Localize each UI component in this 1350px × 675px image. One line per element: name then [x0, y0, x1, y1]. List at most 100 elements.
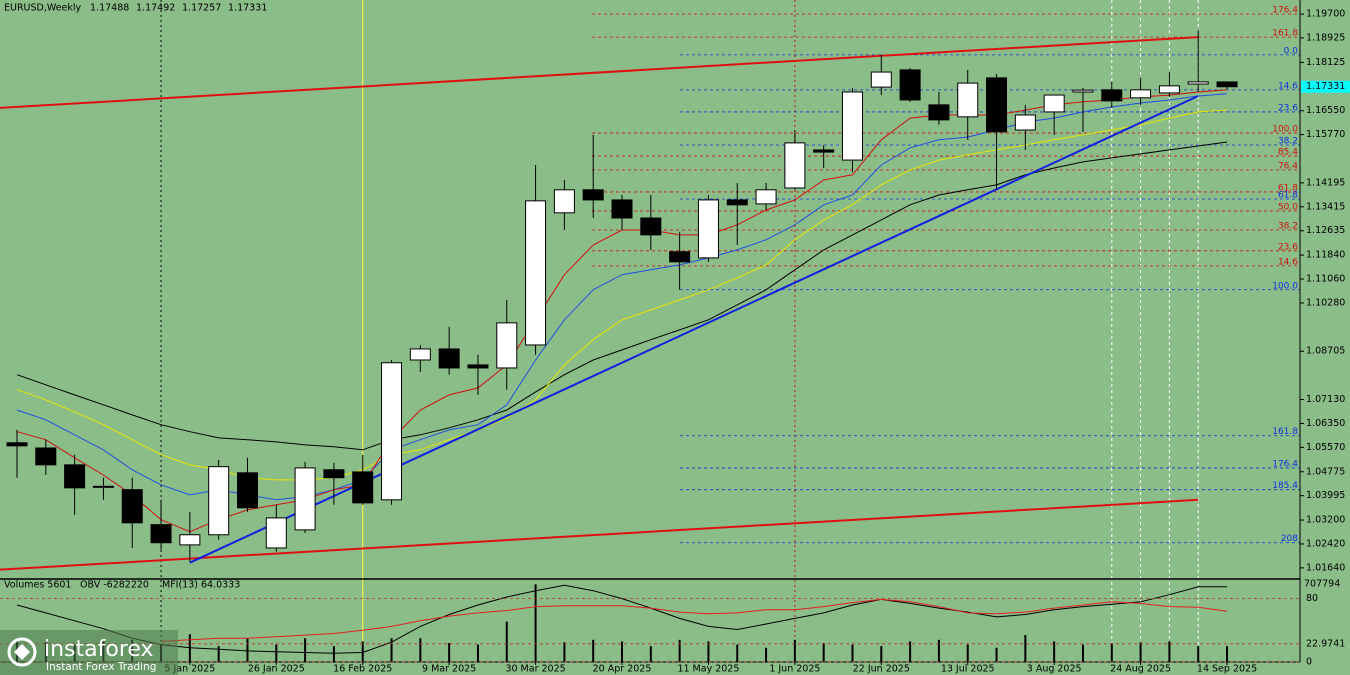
candle-body — [1072, 89, 1094, 93]
x-tick-label: 30 Mar 2025 — [505, 664, 565, 675]
y-tick-label: 1.18925 — [1306, 32, 1345, 43]
fib-level-label: 208 — [1281, 534, 1298, 544]
watermark: instaforex Instant Forex Trading — [0, 630, 178, 675]
volume-bar — [505, 621, 508, 662]
candle-body — [64, 464, 86, 489]
volume-bar — [275, 644, 278, 662]
volume-bar — [707, 641, 710, 662]
fib-level-label: 185.4 — [1272, 481, 1298, 491]
candle-body — [92, 485, 114, 488]
y-tick-label: 1.16550 — [1306, 105, 1345, 116]
watermark-brand: instaforex — [44, 637, 154, 662]
watermark-box — [0, 630, 178, 675]
volume-bar — [822, 642, 825, 662]
lower-tick-label: 80 — [1306, 593, 1318, 604]
volume-bar — [1081, 644, 1084, 662]
last-price-label: 1.17331 — [1306, 81, 1345, 92]
vertical-lines — [160, 0, 1199, 662]
watermark-icon — [7, 637, 37, 667]
trendline — [0, 36, 1199, 109]
lower-tick-label: 0 — [1306, 657, 1312, 668]
volume-bar — [1053, 641, 1056, 662]
y-tick-label: 1.05570 — [1306, 442, 1345, 453]
volume-bar — [1168, 641, 1171, 662]
x-tick-label: 24 Aug 2025 — [1110, 664, 1171, 675]
candle-body — [6, 442, 28, 447]
volume-bar — [966, 644, 969, 662]
fib-level-label: 76.4 — [1278, 161, 1298, 171]
fib-level-label: 100.0 — [1272, 125, 1298, 135]
volume-bar — [851, 644, 854, 662]
x-tick-label: 5 Jan 2025 — [164, 664, 215, 675]
volume-bar — [1197, 646, 1200, 662]
x-tick-label: 11 May 2025 — [677, 664, 739, 675]
volume-bar — [361, 641, 364, 662]
candle-body — [352, 471, 374, 504]
fib-level-label: 14.6 — [1278, 257, 1298, 267]
volume-bar — [217, 646, 220, 662]
x-tick-label: 16 Feb 2025 — [333, 664, 392, 675]
candle-body — [870, 71, 892, 88]
x-tick-label: 14 Sep 2025 — [1197, 664, 1257, 675]
header-close: 1.17331 — [228, 3, 267, 14]
y-tick-label: 1.03200 — [1306, 515, 1345, 526]
volume-bar — [419, 638, 422, 662]
watermark-icon — [14, 644, 30, 660]
candle-body — [236, 472, 258, 509]
y-tick-label: 1.06350 — [1306, 418, 1345, 429]
volume-bar — [476, 644, 479, 662]
candle-body — [323, 469, 345, 479]
y-tick-label: 1.11840 — [1306, 250, 1345, 261]
volume-bar — [678, 639, 681, 662]
volume-bar — [880, 646, 883, 662]
fib-level-label: 23.6 — [1278, 103, 1298, 113]
lower-header: Volumes 5601 — [4, 580, 71, 591]
y-tick-label: 1.19700 — [1306, 9, 1345, 20]
fib-level-label: 161.8 — [1272, 427, 1298, 437]
y-tick-label: 1.08705 — [1306, 346, 1345, 357]
candles — [6, 30, 1238, 562]
candle-body — [957, 82, 979, 118]
candle-body — [640, 217, 662, 236]
indicator-line — [160, 598, 1228, 642]
volume-bar — [995, 647, 998, 662]
candle-body — [265, 517, 287, 549]
volume-bar — [793, 639, 796, 662]
candle-body — [121, 489, 143, 524]
candle-body — [784, 142, 806, 189]
x-tick-label: 22 Jun 2025 — [853, 664, 910, 675]
header-low: 1.17257 — [182, 3, 221, 14]
x-tick-label: 13 Jul 2025 — [941, 664, 995, 675]
x-tick-label: 1 Jun 2025 — [769, 664, 820, 675]
candle-body — [669, 251, 691, 263]
candle-body — [1101, 89, 1123, 102]
candle-body — [553, 189, 575, 214]
x-tick-label: 3 Aug 2025 — [1027, 664, 1082, 675]
y-tick-label: 1.02420 — [1306, 538, 1345, 549]
y-tick-label: 1.15770 — [1306, 129, 1345, 140]
y-tick-label: 1.12635 — [1306, 225, 1345, 236]
header-open: 1.17488 — [90, 3, 129, 14]
volume-bar — [1024, 635, 1027, 662]
candle-body — [611, 199, 633, 219]
fib-level-label: 176.4 — [1272, 6, 1298, 16]
volume-bar — [390, 638, 393, 662]
candle-body — [496, 322, 518, 369]
volume-bar — [621, 641, 624, 662]
volume-bar — [534, 584, 537, 662]
candle-body — [1043, 94, 1065, 113]
volume-bar — [909, 641, 912, 662]
volume-bar — [563, 642, 566, 662]
volume-bar — [765, 647, 768, 662]
last-price-box — [1301, 80, 1350, 93]
candle-body — [726, 199, 748, 206]
candle-body — [35, 447, 57, 466]
x-tick-label: 26 Jan 2025 — [248, 664, 305, 675]
candle-body — [697, 199, 719, 259]
fib-level-label: 38.2 — [1278, 221, 1298, 231]
candle-body — [294, 467, 316, 531]
candle-body — [1130, 89, 1152, 99]
moving-average — [16, 141, 1228, 451]
fib-level-label: 23.6 — [1278, 242, 1298, 252]
